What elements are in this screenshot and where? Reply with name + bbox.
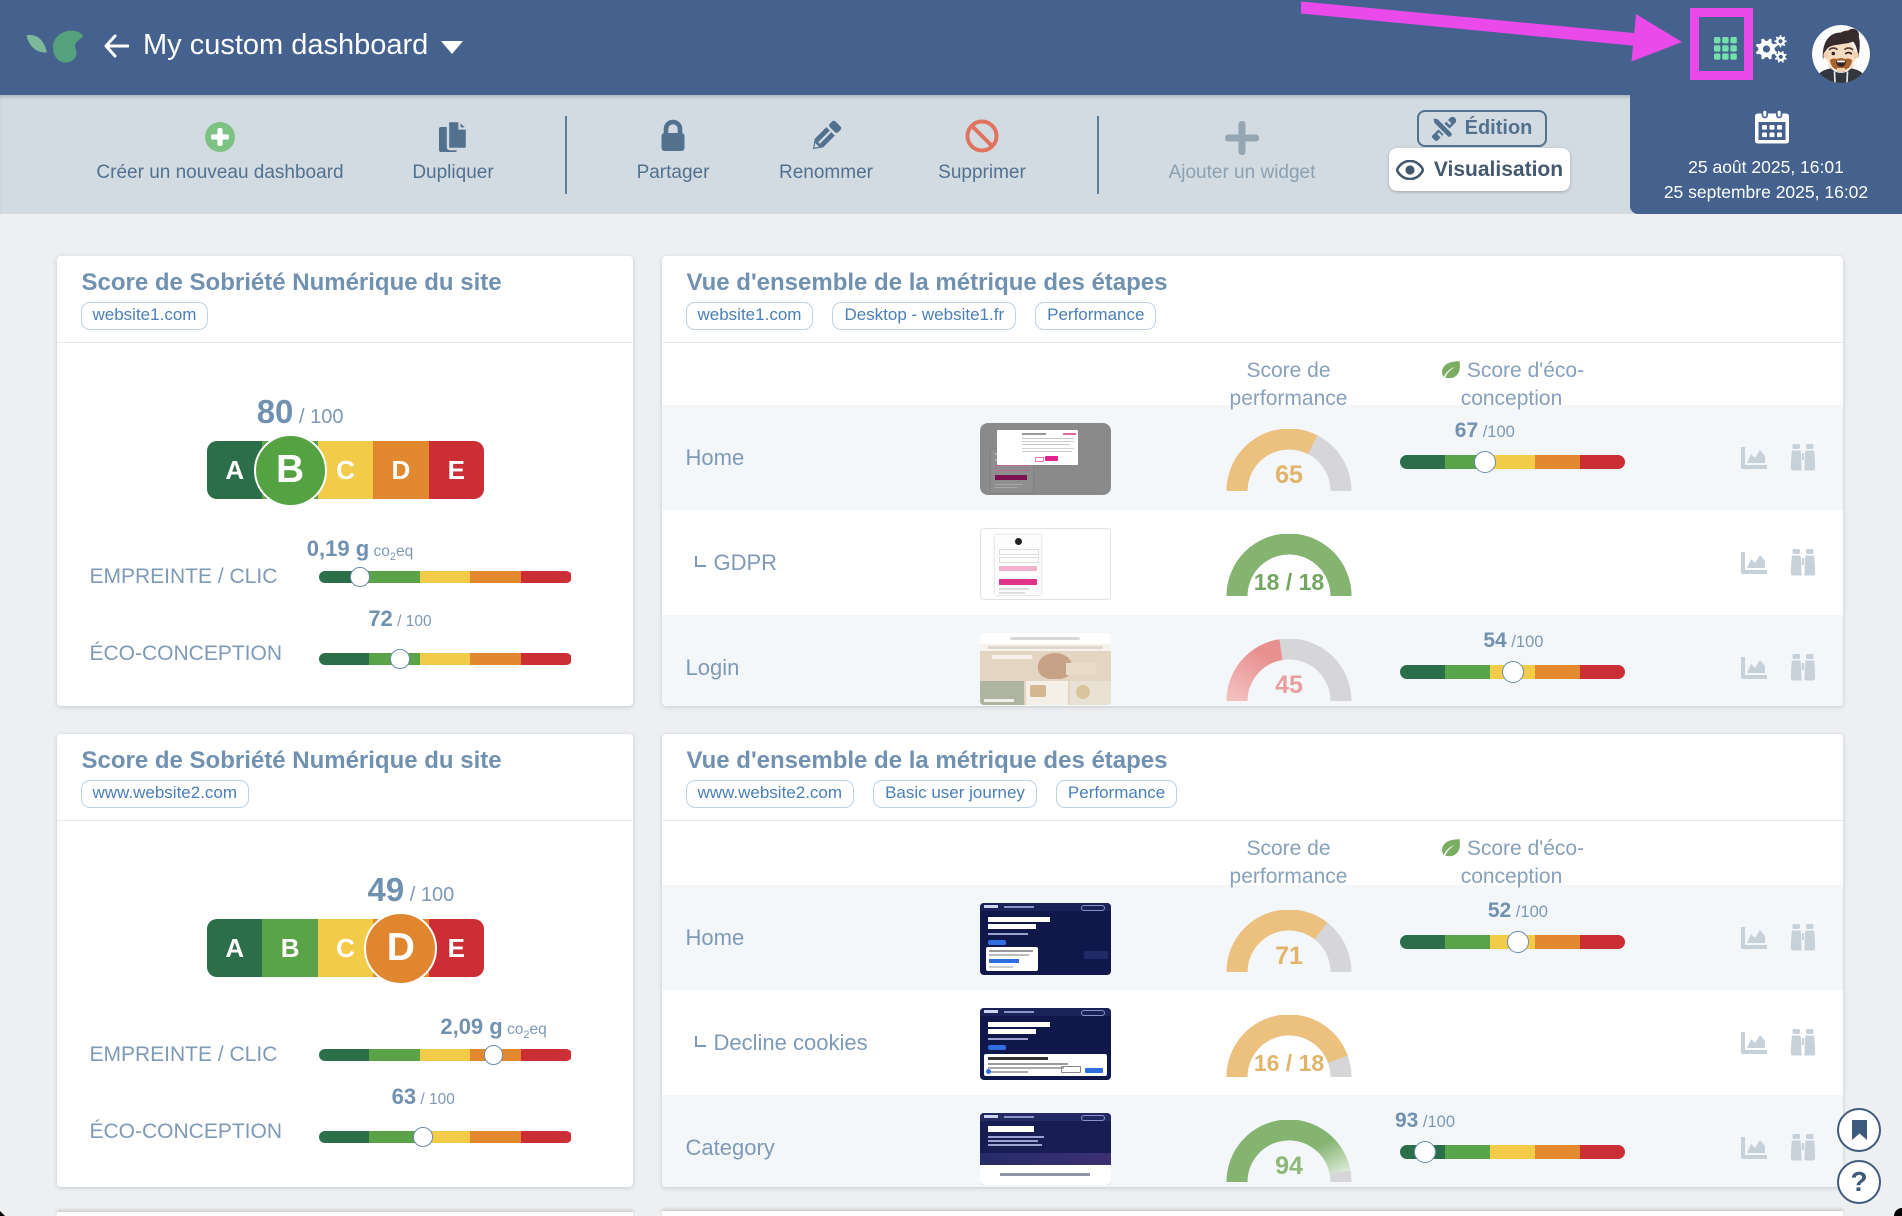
- svg-text:94: 94: [1275, 1152, 1303, 1180]
- svg-text:71: 71: [1275, 942, 1303, 970]
- svg-text:18 / 18: 18 / 18: [1253, 569, 1324, 595]
- svg-text:65: 65: [1275, 461, 1303, 489]
- svg-text:45: 45: [1275, 671, 1303, 699]
- svg-text:16 / 18: 16 / 18: [1253, 1050, 1324, 1076]
